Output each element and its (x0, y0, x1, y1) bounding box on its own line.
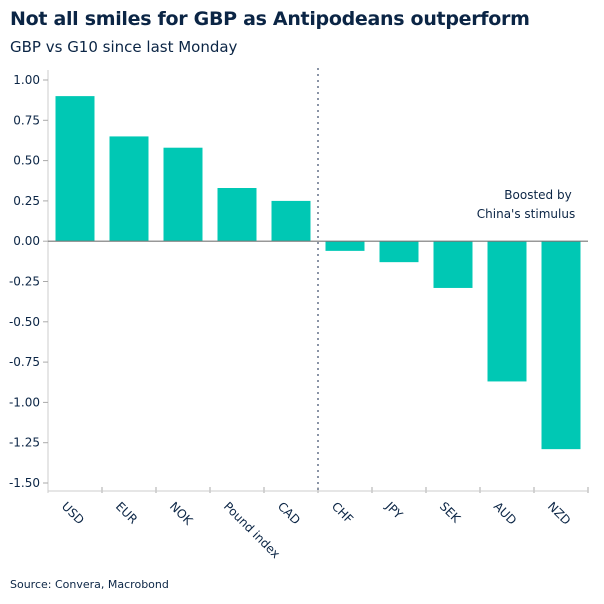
x-tick-label: NZD (545, 499, 574, 528)
y-tick-label: -0.25 (9, 275, 40, 289)
bar-nok (163, 147, 203, 242)
y-tick-label: 1.00 (13, 73, 40, 87)
x-tick-label: CHF (329, 499, 356, 526)
bar-jpy (379, 241, 419, 263)
y-tick-label: -1.25 (9, 436, 40, 450)
bar-eur (109, 136, 149, 242)
chart-subtitle: GBP vs G10 since last Monday (10, 38, 238, 56)
chart-title: Not all smiles for GBP as Antipodeans ou… (10, 8, 530, 30)
source-note: Source: Convera, Macrobond (10, 578, 169, 591)
y-tick-label: -1.00 (9, 395, 40, 409)
bar-nzd (541, 241, 581, 450)
bar-pound-index (217, 188, 257, 242)
x-tick-label: CAD (275, 499, 303, 527)
x-tick-label: JPY (382, 499, 406, 523)
y-tick-label: 0.25 (13, 194, 40, 208)
annotation-line1: Boosted by (504, 188, 571, 202)
y-tick-label: -1.50 (9, 476, 40, 490)
y-tick-label: -0.50 (9, 315, 40, 329)
bar-aud (487, 241, 527, 382)
bar-sek (433, 241, 473, 288)
x-tick-label: AUD (491, 499, 519, 527)
x-tick-label: SEK (437, 499, 464, 526)
bar-usd (55, 96, 95, 242)
y-tick-label: 0.50 (13, 154, 40, 168)
y-tick-label: 0.00 (13, 234, 40, 248)
bar-chf (325, 241, 365, 251)
x-tick-label: Pound index (221, 499, 283, 561)
y-tick-label: 0.75 (13, 113, 40, 127)
x-tick-label: USD (59, 499, 87, 527)
x-tick-label: NOK (167, 499, 196, 528)
bar-cad (271, 200, 311, 242)
annotation-line2: China's stimulus (477, 207, 575, 221)
y-tick-label: -0.75 (9, 355, 40, 369)
x-tick-label: EUR (113, 499, 140, 526)
